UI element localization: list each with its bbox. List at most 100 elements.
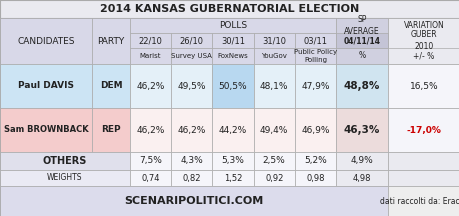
Text: Paul DAVIS: Paul DAVIS bbox=[18, 81, 74, 91]
Bar bbox=[130, 170, 171, 186]
Bar bbox=[92, 18, 130, 64]
Bar bbox=[130, 64, 171, 108]
Bar bbox=[294, 33, 335, 48]
Bar bbox=[294, 170, 335, 186]
Text: 2014 KANSAS GUBERNATORIAL ELECTION: 2014 KANSAS GUBERNATORIAL ELECTION bbox=[100, 4, 359, 14]
Text: 0,98: 0,98 bbox=[306, 173, 324, 183]
Bar bbox=[92, 64, 130, 108]
Bar bbox=[130, 48, 171, 64]
Text: 31/10: 31/10 bbox=[262, 36, 285, 45]
Text: 0,74: 0,74 bbox=[141, 173, 160, 183]
Bar bbox=[0, 108, 92, 152]
Bar bbox=[335, 108, 387, 152]
Text: POLLS: POLLS bbox=[218, 21, 246, 30]
Bar bbox=[294, 152, 335, 170]
Bar bbox=[0, 186, 387, 216]
Bar bbox=[387, 48, 459, 64]
Text: SCENARIPOLITICI.COM: SCENARIPOLITICI.COM bbox=[124, 196, 263, 206]
Text: 50,5%: 50,5% bbox=[218, 81, 247, 91]
Bar bbox=[171, 170, 212, 186]
Bar bbox=[387, 64, 459, 108]
Text: 30/11: 30/11 bbox=[220, 36, 245, 45]
Text: Marist: Marist bbox=[140, 53, 161, 59]
Bar bbox=[253, 64, 294, 108]
Bar bbox=[253, 48, 294, 64]
Text: SP
AVERAGE: SP AVERAGE bbox=[343, 16, 379, 36]
Text: -17,0%: -17,0% bbox=[406, 125, 441, 135]
Text: VARIATION: VARIATION bbox=[403, 21, 443, 30]
Text: 0,92: 0,92 bbox=[264, 173, 283, 183]
Text: 4,98: 4,98 bbox=[352, 173, 370, 183]
Bar bbox=[171, 108, 212, 152]
Bar bbox=[171, 152, 212, 170]
Text: 48,8%: 48,8% bbox=[343, 81, 379, 91]
Bar bbox=[212, 64, 253, 108]
Bar bbox=[171, 48, 212, 64]
Text: 46,2%: 46,2% bbox=[177, 125, 206, 135]
Bar bbox=[0, 170, 130, 186]
Bar bbox=[212, 152, 253, 170]
Bar bbox=[253, 170, 294, 186]
Text: 03/11: 03/11 bbox=[303, 36, 327, 45]
Text: OTHERS: OTHERS bbox=[43, 156, 87, 166]
Bar bbox=[0, 0, 459, 18]
Text: Sam BROWNBACK: Sam BROWNBACK bbox=[4, 125, 88, 135]
Text: DEM: DEM bbox=[100, 81, 122, 91]
Text: 46,3%: 46,3% bbox=[343, 125, 379, 135]
Text: 7,5%: 7,5% bbox=[139, 157, 162, 165]
Text: 44,2%: 44,2% bbox=[218, 125, 246, 135]
Text: GUBER
2010: GUBER 2010 bbox=[410, 30, 437, 51]
Bar bbox=[212, 108, 253, 152]
Bar bbox=[130, 18, 335, 33]
Bar bbox=[130, 152, 171, 170]
Bar bbox=[335, 152, 387, 170]
Text: Public Policy
Polling: Public Policy Polling bbox=[293, 49, 336, 63]
Bar bbox=[0, 18, 92, 64]
Text: 22/10: 22/10 bbox=[138, 36, 162, 45]
Bar bbox=[387, 18, 459, 64]
Text: 4,3%: 4,3% bbox=[180, 157, 203, 165]
Bar bbox=[335, 170, 387, 186]
Text: 1,52: 1,52 bbox=[224, 173, 241, 183]
Bar bbox=[335, 33, 387, 48]
Bar bbox=[130, 108, 171, 152]
Bar bbox=[0, 152, 130, 170]
Bar bbox=[212, 48, 253, 64]
Bar bbox=[92, 108, 130, 152]
Bar bbox=[0, 170, 459, 172]
Text: 4,9%: 4,9% bbox=[350, 157, 373, 165]
Text: YouGov: YouGov bbox=[261, 53, 286, 59]
Text: 49,5%: 49,5% bbox=[177, 81, 206, 91]
Text: PARTY: PARTY bbox=[97, 37, 124, 46]
Bar bbox=[171, 33, 212, 48]
Text: 16,5%: 16,5% bbox=[409, 81, 437, 91]
Bar bbox=[294, 108, 335, 152]
Text: 0,82: 0,82 bbox=[182, 173, 201, 183]
Text: 2,5%: 2,5% bbox=[262, 157, 285, 165]
Bar bbox=[335, 48, 387, 64]
Bar bbox=[387, 152, 459, 170]
Text: WEIGHTS: WEIGHTS bbox=[47, 173, 83, 183]
Bar bbox=[212, 170, 253, 186]
Text: 46,2%: 46,2% bbox=[136, 81, 164, 91]
Bar bbox=[171, 64, 212, 108]
Text: %: % bbox=[358, 51, 365, 60]
Bar bbox=[387, 170, 459, 186]
Text: FoxNews: FoxNews bbox=[217, 53, 248, 59]
Text: 46,9%: 46,9% bbox=[301, 125, 329, 135]
Bar bbox=[335, 18, 387, 64]
Bar bbox=[0, 64, 92, 108]
Text: 5,3%: 5,3% bbox=[221, 157, 244, 165]
Bar bbox=[253, 33, 294, 48]
Bar bbox=[387, 186, 459, 216]
Bar bbox=[335, 64, 387, 108]
Text: 04/11/14: 04/11/14 bbox=[343, 36, 380, 45]
Text: +/- %: +/- % bbox=[413, 51, 434, 60]
Text: 49,4%: 49,4% bbox=[259, 125, 288, 135]
Text: 26/10: 26/10 bbox=[179, 36, 203, 45]
Text: REP: REP bbox=[101, 125, 121, 135]
Bar bbox=[253, 152, 294, 170]
Bar bbox=[387, 108, 459, 152]
Bar bbox=[130, 33, 171, 48]
Text: dati raccolti da: Eraclio: dati raccolti da: Eraclio bbox=[379, 197, 459, 205]
